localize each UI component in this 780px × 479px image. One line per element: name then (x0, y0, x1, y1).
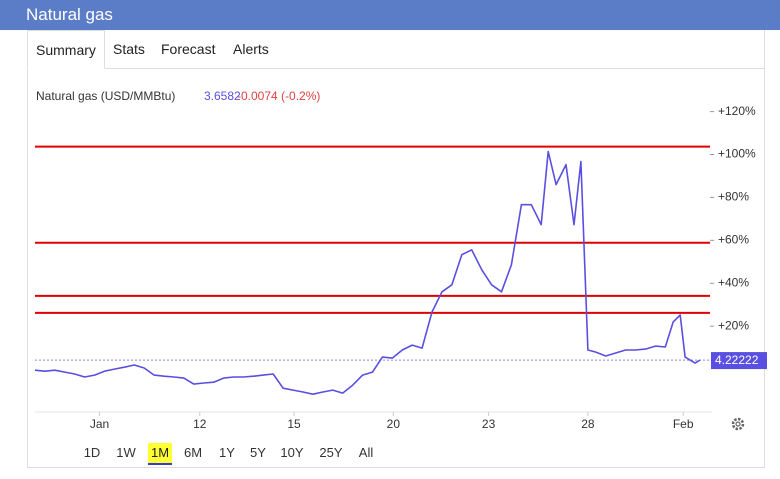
x-tick-label: Feb (673, 417, 694, 431)
x-tick-label: 23 (482, 417, 496, 431)
y-tick-label: +80% (718, 190, 749, 204)
y-tick-label: +40% (718, 275, 749, 289)
range-button[interactable]: All (358, 445, 374, 460)
x-tick-label: 15 (287, 417, 301, 431)
settings-icon[interactable] (731, 417, 745, 431)
tab[interactable]: Summary (27, 30, 105, 69)
panel (27, 30, 765, 468)
last-price-label: 4.22222 (715, 353, 759, 367)
range-button[interactable]: 1Y (219, 445, 235, 460)
header-title: Natural gas (26, 5, 113, 24)
header: Natural gas (0, 0, 780, 30)
range-button[interactable]: 6M (183, 445, 203, 460)
x-tick-label: 28 (581, 417, 595, 431)
tab[interactable]: Forecast (161, 41, 216, 57)
tab[interactable]: Stats (113, 41, 145, 57)
range-button[interactable]: 10Y (280, 445, 304, 460)
y-tick-label: +120% (718, 104, 756, 118)
range-button[interactable]: 25Y (319, 445, 343, 460)
range-button[interactable]: 1D (83, 445, 101, 460)
y-tick-label: +60% (718, 233, 749, 247)
range-button[interactable]: 1W (116, 445, 136, 460)
range-button[interactable]: 5Y (250, 445, 266, 460)
price-line (34, 150, 701, 395)
tab[interactable]: Alerts (233, 41, 269, 57)
x-tick-label: 20 (387, 417, 401, 431)
y-tick-label: +20% (718, 318, 749, 332)
range-button[interactable]: 1M (147, 443, 173, 465)
tab-bar: Summary Stats Forecast Alerts (27, 30, 765, 69)
x-tick-label: 12 (193, 417, 207, 431)
legend-price: 3.6582 (204, 89, 241, 103)
legend-change: -0.0074 (-0.2%) (237, 89, 320, 103)
last-price-box (711, 352, 767, 370)
y-tick-label: +100% (718, 147, 756, 161)
x-tick-label: Jan (90, 417, 109, 431)
legend-name: Natural gas (USD/MMBtu) (36, 89, 175, 103)
